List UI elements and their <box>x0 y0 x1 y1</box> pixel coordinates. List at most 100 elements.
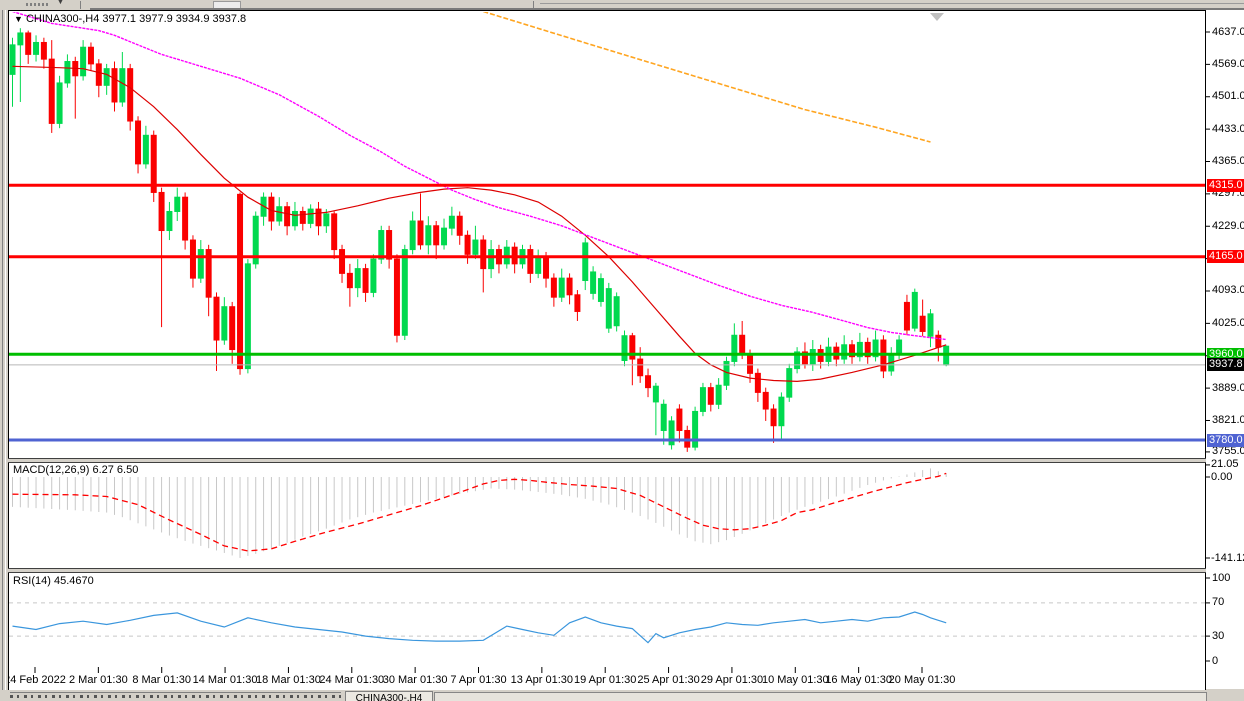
candle-body <box>331 213 338 251</box>
price-axis-label: 4229.0 <box>1212 219 1244 232</box>
candle-body <box>637 358 644 377</box>
candle-body <box>33 41 40 55</box>
candle-body <box>629 335 636 360</box>
candle-body <box>597 278 604 302</box>
candle-body <box>378 230 385 260</box>
candle-body <box>762 391 769 410</box>
chart-tabs-clipped[interactable] <box>10 692 341 701</box>
candle-body <box>574 294 581 312</box>
toolbar-dropdown-icon[interactable]: ▼ <box>56 0 65 6</box>
rsi-pane-separator[interactable] <box>8 568 1206 573</box>
date-axis-label[interactable]: 29 Apr 01:30 <box>700 674 764 686</box>
candle-body <box>40 41 47 60</box>
candle-body <box>535 256 542 274</box>
candle-body <box>794 351 801 370</box>
candle-body <box>237 193 244 370</box>
date-axis-label[interactable]: 2 Mar 01:30 <box>68 674 128 686</box>
date-axis-label[interactable]: 25 Apr 01:30 <box>637 674 700 686</box>
candle-body <box>425 225 432 246</box>
candle-body <box>48 58 55 124</box>
candle-body <box>809 349 816 365</box>
date-axis-label[interactable]: 19 Apr 01:30 <box>574 674 637 686</box>
candle-body <box>801 351 808 365</box>
candle-body <box>119 68 126 103</box>
candle-body <box>488 249 495 270</box>
candle-body <box>56 82 63 124</box>
candle-body <box>699 387 706 412</box>
ohlc-readout: 3977.1 3977.9 3934.9 3937.8 <box>102 13 247 25</box>
candle-body <box>841 344 848 360</box>
toolbar-grip-icon[interactable] <box>26 3 48 6</box>
candle-body <box>229 306 236 351</box>
ma-fast-red-line <box>12 65 947 383</box>
price-axis-label: 3889.0 <box>1212 381 1244 394</box>
candle-body <box>731 334 738 362</box>
ma-long-orange-line <box>483 12 931 143</box>
date-axis-label[interactable]: 18 Mar 01:30 <box>256 674 321 686</box>
date-axis-label[interactable]: 10 May 01:30 <box>761 674 829 686</box>
candle-body <box>213 296 220 341</box>
price-axis-label: 3755.0 <box>1212 445 1244 458</box>
candle-body <box>142 134 149 165</box>
date-axis-label[interactable]: 13 Apr 01:30 <box>510 674 574 686</box>
window-left-border <box>0 10 8 701</box>
ma-slow-magenta-line <box>12 12 947 341</box>
candle-body <box>362 268 369 293</box>
rsi-axis-label: 100 <box>1212 571 1231 584</box>
candle-body <box>354 268 361 289</box>
candle-body <box>550 277 557 298</box>
candle-body <box>80 46 87 77</box>
candle-body <box>244 263 251 370</box>
candle-body <box>472 239 479 255</box>
candle-body <box>401 249 408 336</box>
candle-body <box>17 32 24 46</box>
price-badge-3960.0: 3960.0 <box>1207 347 1244 361</box>
macd-pane-separator[interactable] <box>8 458 1206 463</box>
date-axis-label[interactable]: 14 Mar 01:30 <box>192 674 258 686</box>
date-axis-label[interactable]: 8 Mar 01:30 <box>132 674 192 686</box>
symbol-title-row: ▼ CHINA300-,H4 3977.1 3977.9 3934.9 3937… <box>14 13 246 25</box>
chart-window[interactable] <box>8 10 1206 691</box>
candle-body <box>621 335 628 361</box>
candle-body <box>849 344 856 358</box>
candle-body <box>174 196 181 212</box>
candle-body <box>393 258 400 336</box>
candle-body <box>652 385 659 403</box>
date-axis-label[interactable]: 16 May 01:30 <box>825 674 892 686</box>
candle-body <box>464 234 471 255</box>
candle-body <box>9 44 16 75</box>
candle-body <box>417 220 424 246</box>
date-axis-label[interactable]: 24 Mar 01:30 <box>319 674 385 686</box>
toolbar-edge-band-2 <box>540 3 1244 4</box>
candle-body <box>590 271 597 294</box>
candle-body <box>778 396 785 427</box>
candle-body <box>307 208 314 224</box>
price-axis-label: 4025.0 <box>1212 316 1244 329</box>
date-axis-label[interactable]: 7 Apr 01:30 <box>450 674 507 686</box>
candle-body <box>103 68 110 86</box>
chart-tab-bar[interactable]: CHINA300-,H4 <box>0 690 1244 701</box>
candle-body <box>770 408 777 427</box>
candle-body <box>739 334 746 355</box>
macd-axis-label: 0.00 <box>1211 470 1233 483</box>
candle-body <box>276 206 283 222</box>
tab-bar-empty-area <box>434 692 1207 701</box>
date-axis-label[interactable]: 24 Feb 2022 <box>4 674 66 686</box>
date-axis-label[interactable]: 20 May 01:30 <box>888 674 956 686</box>
candle-body <box>645 375 652 389</box>
price-axis-label: 4093.0 <box>1212 284 1244 297</box>
symbol-dropdown-icon[interactable]: ▼ <box>14 14 23 24</box>
candle-body <box>480 239 487 270</box>
candle-body <box>927 313 934 337</box>
tab-china300-h4[interactable]: CHINA300-,H4 <box>345 691 433 701</box>
macd-signal-line <box>12 472 947 552</box>
candle-body <box>543 256 550 279</box>
candle-body <box>786 368 793 398</box>
rsi-axis-label: 0 <box>1212 654 1219 667</box>
candle-body <box>197 249 204 279</box>
candle-body <box>605 288 612 329</box>
candle-body <box>919 315 926 332</box>
date-axis-label[interactable]: 30 Mar 01:30 <box>382 674 448 686</box>
